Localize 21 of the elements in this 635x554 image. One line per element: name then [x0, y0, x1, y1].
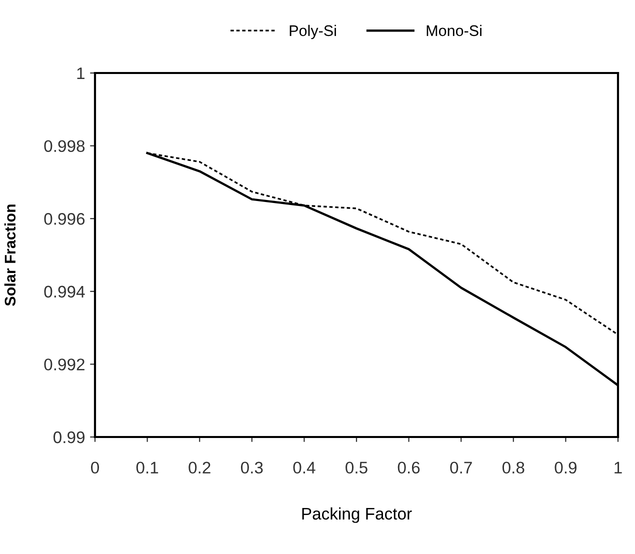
x-tick-label: 0.8 [502, 462, 524, 474]
x-tick-label: 1 [614, 462, 622, 474]
legend-label: Poly-Si [290, 24, 336, 40]
x-tick-label: 0.5 [346, 462, 368, 474]
x-axis-title: Packing Factor [302, 507, 412, 523]
y-tick-label: 0.998 [44, 140, 85, 152]
y-tick-label: 0.996 [44, 213, 85, 225]
x-tick-label: 0.7 [450, 462, 472, 474]
y-tick-label: 1 [77, 68, 84, 80]
x-tick-label: 0.9 [554, 462, 576, 474]
x-tick-label: 0.6 [398, 462, 420, 474]
x-tick-label: 0.4 [293, 462, 316, 474]
legend-label: Mono-Si [426, 24, 482, 36]
x-tick-label: 0 [91, 462, 99, 474]
x-tick-label: 0.3 [240, 462, 263, 474]
y-tick-label: 0.994 [44, 286, 85, 298]
x-tick-label: 0.2 [188, 462, 210, 474]
y-tick-label: 0.992 [44, 358, 84, 370]
y-axis-title: Solar Fraction [4, 204, 16, 306]
x-tick-label: 0.1 [136, 462, 158, 474]
y-tick-label: 0.99 [53, 431, 84, 444]
